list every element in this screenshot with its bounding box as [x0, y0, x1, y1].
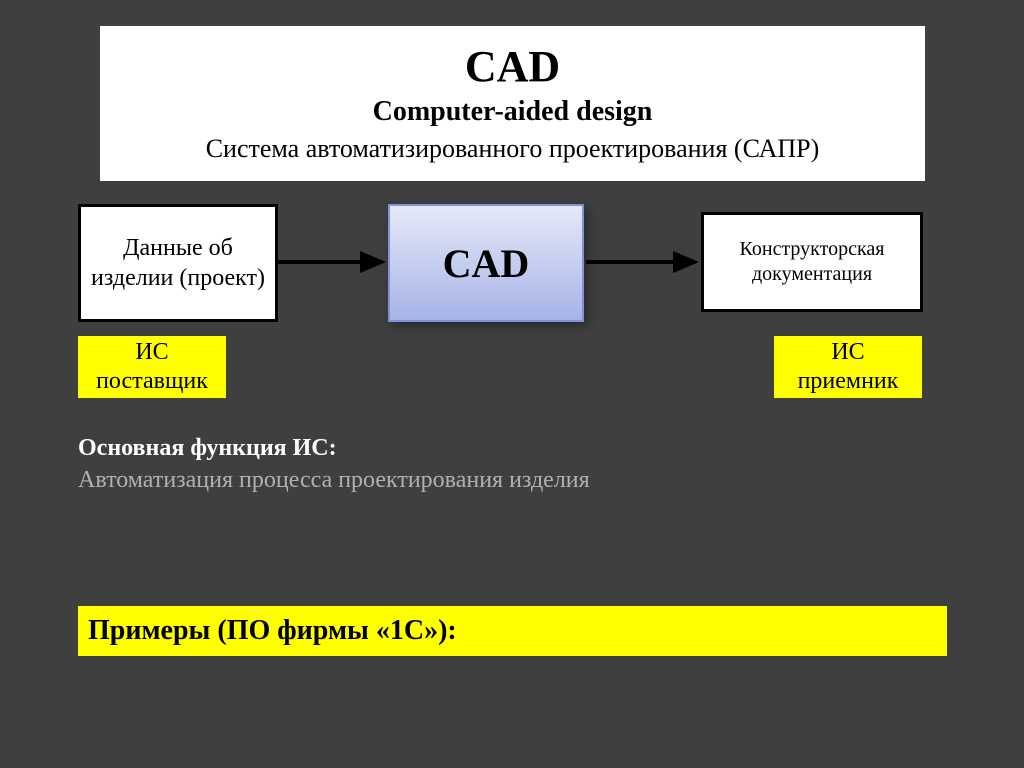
- flow-input-box: Данные об изделии (проект): [78, 204, 278, 322]
- function-block: Основная функция ИС: Автоматизация проце…: [78, 432, 948, 497]
- header-title: CAD: [465, 43, 560, 91]
- tag-supplier-text: ИС поставщик: [84, 338, 220, 396]
- flow-input-text: Данные об изделии (проект): [87, 233, 269, 293]
- examples-text: Примеры (ПО фирмы «1С»):: [88, 615, 457, 647]
- flow-center-box: CAD: [388, 204, 584, 322]
- header-subtitle-ru: Система автоматизированного проектирован…: [206, 134, 820, 164]
- header-subtitle-en: Computer-aided design: [373, 96, 653, 128]
- function-text: Автоматизация процесса проектирования из…: [78, 467, 590, 493]
- tag-receiver: ИС приемник: [774, 336, 922, 398]
- flow-output-box: Конструкторская документация: [701, 212, 923, 312]
- flow-center-text: CAD: [443, 240, 530, 287]
- examples-bar: Примеры (ПО фирмы «1С»):: [78, 606, 947, 656]
- tag-receiver-text: ИС приемник: [780, 338, 916, 396]
- function-label: Основная функция ИС:: [78, 435, 337, 461]
- flow-output-text: Конструкторская документация: [710, 237, 914, 287]
- header-box: CAD Computer-aided design Система автома…: [100, 26, 925, 181]
- tag-supplier: ИС поставщик: [78, 336, 226, 398]
